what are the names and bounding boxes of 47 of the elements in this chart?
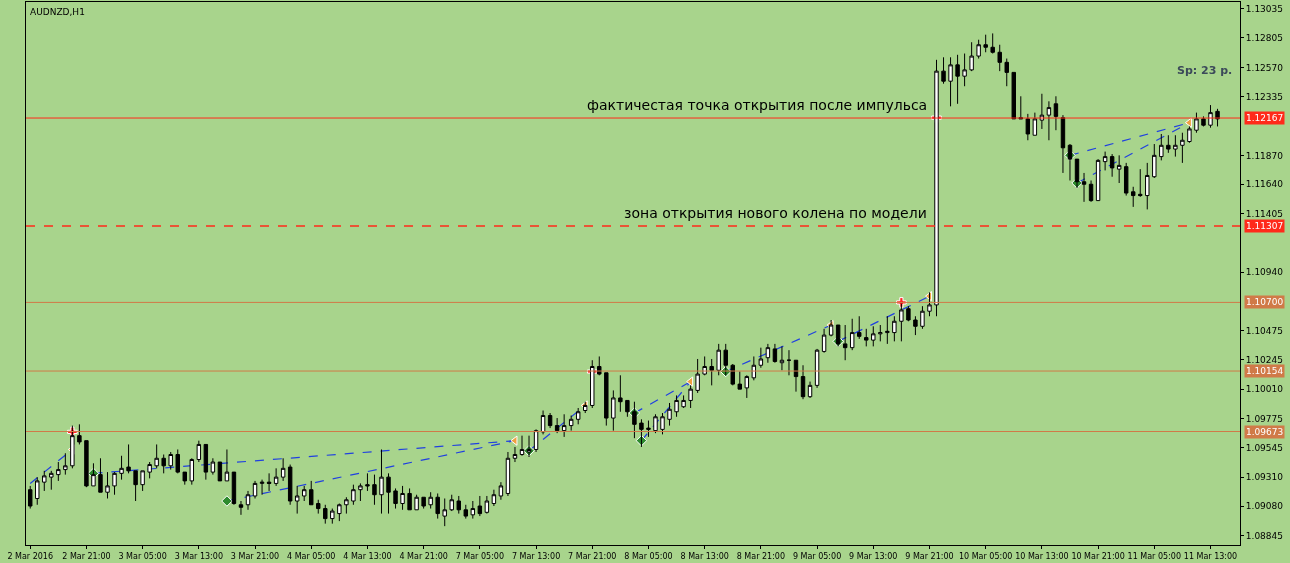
x-tick-label: 10 Mar 13:00 — [1015, 551, 1069, 561]
ref-line-label: 1.10700 — [1246, 297, 1284, 307]
annotation: AUDNZD,H1 — [30, 7, 85, 17]
x-tick-label: 4 Mar 05:00 — [287, 551, 336, 561]
x-tick-label: 9 Mar 05:00 — [792, 551, 842, 561]
y-tick-label: 1.12335 — [1245, 92, 1284, 103]
x-tick-label: 4 Mar 21:00 — [399, 551, 448, 561]
y-tick-label: 1.08845 — [1245, 530, 1284, 541]
y-tick-label: 1.09545 — [1245, 442, 1284, 453]
y-tick-label: 1.10940 — [1245, 267, 1284, 278]
x-tick-label: 4 Mar 13:00 — [343, 551, 392, 561]
ref-line-label: 1.10154 — [1246, 366, 1284, 376]
annotation: фактичестая точка открытия после импульса — [587, 97, 928, 113]
y-tick-label: 1.11870 — [1245, 150, 1284, 161]
y-tick-label: 1.11405 — [1245, 208, 1284, 219]
x-tick-label: 3 Mar 13:00 — [174, 551, 223, 561]
x-tick-label: 8 Mar 13:00 — [680, 551, 729, 561]
x-tick-label: 10 Mar 05:00 — [958, 551, 1013, 561]
ref-line-label: 1.09673 — [1246, 427, 1284, 437]
x-tick-label: 8 Mar 05:00 — [624, 551, 673, 561]
x-tick-label: 7 Mar 13:00 — [511, 551, 561, 561]
ref-line-label: 1.12167 — [1246, 113, 1284, 123]
x-tick-label: 3 Mar 21:00 — [230, 551, 280, 561]
x-tick-label: 2 Mar 2016 — [7, 551, 54, 561]
x-tick-label: 8 Mar 21:00 — [736, 551, 786, 561]
x-tick-label: 7 Mar 05:00 — [455, 551, 504, 561]
annotation: зона открытия нового колена по модели — [624, 205, 927, 221]
y-tick-label: 1.09080 — [1245, 501, 1284, 512]
y-tick-label: 1.11640 — [1245, 179, 1284, 190]
x-tick-label: 2 Mar 21:00 — [62, 551, 111, 561]
y-tick-label: 1.13035 — [1245, 4, 1284, 15]
y-tick-label: 1.09310 — [1245, 472, 1284, 483]
ref-line-label: 1.11307 — [1246, 221, 1284, 231]
y-tick-label: 1.10010 — [1245, 384, 1284, 395]
y-tick-label: 1.12570 — [1245, 62, 1284, 73]
x-tick-label: 9 Mar 21:00 — [905, 551, 954, 561]
x-tick-label: 11 Mar 05:00 — [1127, 551, 1181, 561]
x-tick-label: 9 Mar 13:00 — [849, 551, 898, 561]
x-tick-label: 10 Mar 21:00 — [1071, 551, 1125, 561]
x-tick-label: 7 Mar 21:00 — [568, 551, 617, 561]
y-tick-label: 1.10245 — [1245, 354, 1284, 365]
annotation: Sp: 23 p. — [1177, 64, 1233, 77]
y-tick-label: 1.12805 — [1245, 32, 1284, 43]
x-tick-label: 11 Mar 13:00 — [1183, 551, 1238, 561]
y-tick-label: 1.09775 — [1245, 413, 1284, 424]
x-tick-label: 3 Mar 05:00 — [118, 551, 167, 561]
y-tick-label: 1.10475 — [1245, 325, 1284, 336]
